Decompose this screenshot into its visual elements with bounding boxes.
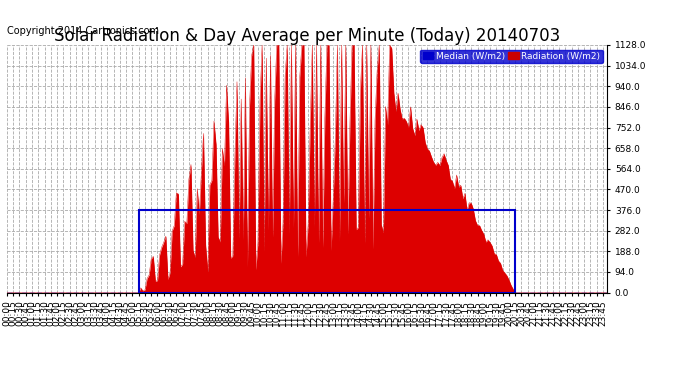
Legend: Median (W/m2), Radiation (W/m2): Median (W/m2), Radiation (W/m2): [420, 50, 602, 63]
Text: Copyright 2014 Cartronics.com: Copyright 2014 Cartronics.com: [7, 26, 159, 36]
Title: Solar Radiation & Day Average per Minute (Today) 20140703: Solar Radiation & Day Average per Minute…: [54, 27, 560, 45]
Bar: [139, 210, 515, 292]
